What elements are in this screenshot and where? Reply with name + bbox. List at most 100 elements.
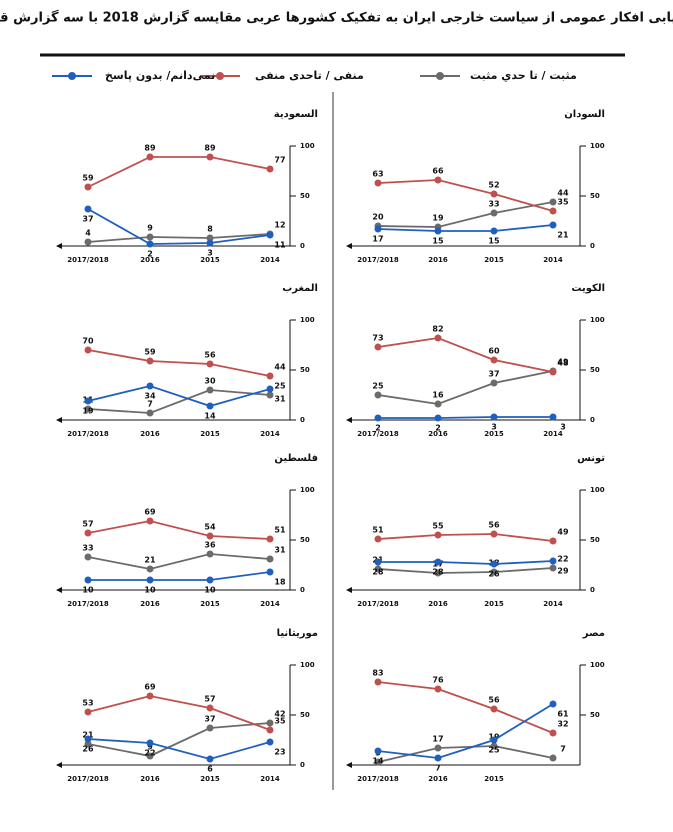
series-line <box>377 224 554 232</box>
data-label: 61 <box>557 710 569 719</box>
data-label: 48 <box>557 359 569 368</box>
data-label: 37 <box>488 370 499 379</box>
data-point <box>549 557 557 565</box>
data-point <box>434 531 442 539</box>
data-label: 76 <box>432 676 444 685</box>
data-point <box>206 402 214 410</box>
x-tick-label: 2016 <box>428 256 448 264</box>
data-point <box>266 391 274 399</box>
data-label: 32 <box>557 720 568 729</box>
series-line <box>87 738 271 760</box>
data-label: 17 <box>432 735 443 744</box>
data-label: 37 <box>204 715 215 724</box>
data-label: 17 <box>372 235 383 244</box>
data-point <box>266 738 274 746</box>
data-point <box>490 736 498 744</box>
data-label: 25 <box>372 382 384 391</box>
data-point <box>266 568 274 576</box>
data-label: 31 <box>274 395 286 404</box>
data-point <box>206 239 214 247</box>
data-label: 49 <box>557 358 569 367</box>
data-label: 51 <box>274 526 286 535</box>
y-tick-label: 50 <box>300 192 310 200</box>
x-tick-label: 2016 <box>140 775 160 783</box>
data-label: 2 <box>435 424 441 433</box>
data-label: 6 <box>207 765 213 774</box>
data-point <box>266 165 274 173</box>
data-label: 10 <box>144 586 156 595</box>
x-tick-label: 2016 <box>428 430 448 438</box>
panel-title: تونس <box>577 453 605 464</box>
data-point <box>490 742 498 750</box>
data-point <box>206 550 214 558</box>
data-label: 66 <box>432 167 444 176</box>
data-label: 8 <box>207 225 213 234</box>
data-point <box>206 532 214 540</box>
series-line <box>377 201 554 228</box>
y-tick-label: 100 <box>300 142 315 150</box>
x-tick-label: 2014 <box>543 600 563 608</box>
data-point <box>434 744 442 752</box>
data-point <box>266 719 274 727</box>
data-label: 37 <box>82 215 93 224</box>
data-label: 34 <box>144 392 156 401</box>
series-line <box>87 695 271 731</box>
legend-label: منفی / تاحدی منفی <box>255 69 364 82</box>
y-tick-label: 100 <box>300 316 315 324</box>
data-label: 21 <box>82 731 94 740</box>
data-point <box>490 530 498 538</box>
legend-marker <box>216 72 224 80</box>
data-point <box>146 382 154 390</box>
x-axis-arrow <box>56 243 62 249</box>
data-point <box>549 368 557 376</box>
data-label: 20 <box>372 213 384 222</box>
data-point <box>146 357 154 365</box>
data-label: 9 <box>147 224 153 233</box>
data-label: 56 <box>204 351 216 360</box>
data-point <box>434 569 442 577</box>
data-label: 51 <box>372 526 384 535</box>
data-point <box>84 238 92 246</box>
y-tick-label: 0 <box>590 586 595 594</box>
series-line <box>87 233 271 243</box>
data-label: 89 <box>204 144 216 153</box>
data-label: 63 <box>372 170 383 179</box>
data-label: 12 <box>274 221 285 230</box>
data-point <box>146 233 154 241</box>
data-label: 2 <box>375 424 381 433</box>
data-point <box>374 535 382 543</box>
data-label: 11 <box>274 241 286 250</box>
data-point <box>434 334 442 342</box>
data-point <box>146 409 154 417</box>
data-label: 70 <box>82 337 94 346</box>
data-point <box>549 221 557 229</box>
data-label: 73 <box>372 334 383 343</box>
data-label: 35 <box>557 198 569 207</box>
series-line <box>87 520 271 540</box>
x-tick-label: 2014 <box>260 430 280 438</box>
x-tick-label: 2016 <box>140 430 160 438</box>
data-point <box>84 735 92 743</box>
data-label: 26 <box>488 570 500 579</box>
x-tick-label: 2017/2018 <box>67 600 109 608</box>
series-line <box>377 703 554 759</box>
data-label: 14 <box>372 757 384 766</box>
x-tick-label: 2015 <box>484 430 504 438</box>
series-line <box>378 560 554 565</box>
x-tick-label: 2017/2018 <box>357 775 399 783</box>
data-label: 69 <box>144 683 156 692</box>
data-label: 3 <box>491 423 497 432</box>
data-point <box>84 576 92 584</box>
data-label: 44 <box>557 189 569 198</box>
data-point <box>206 755 214 763</box>
data-point <box>374 179 382 187</box>
data-label: 18 <box>274 578 286 587</box>
x-axis-arrow <box>346 587 352 593</box>
data-label: 4 <box>85 229 91 238</box>
data-point <box>84 397 92 405</box>
y-tick-label: 0 <box>300 761 305 769</box>
data-label: 22 <box>144 749 155 758</box>
data-point <box>434 685 442 693</box>
data-point <box>549 207 557 215</box>
data-point <box>84 405 92 413</box>
